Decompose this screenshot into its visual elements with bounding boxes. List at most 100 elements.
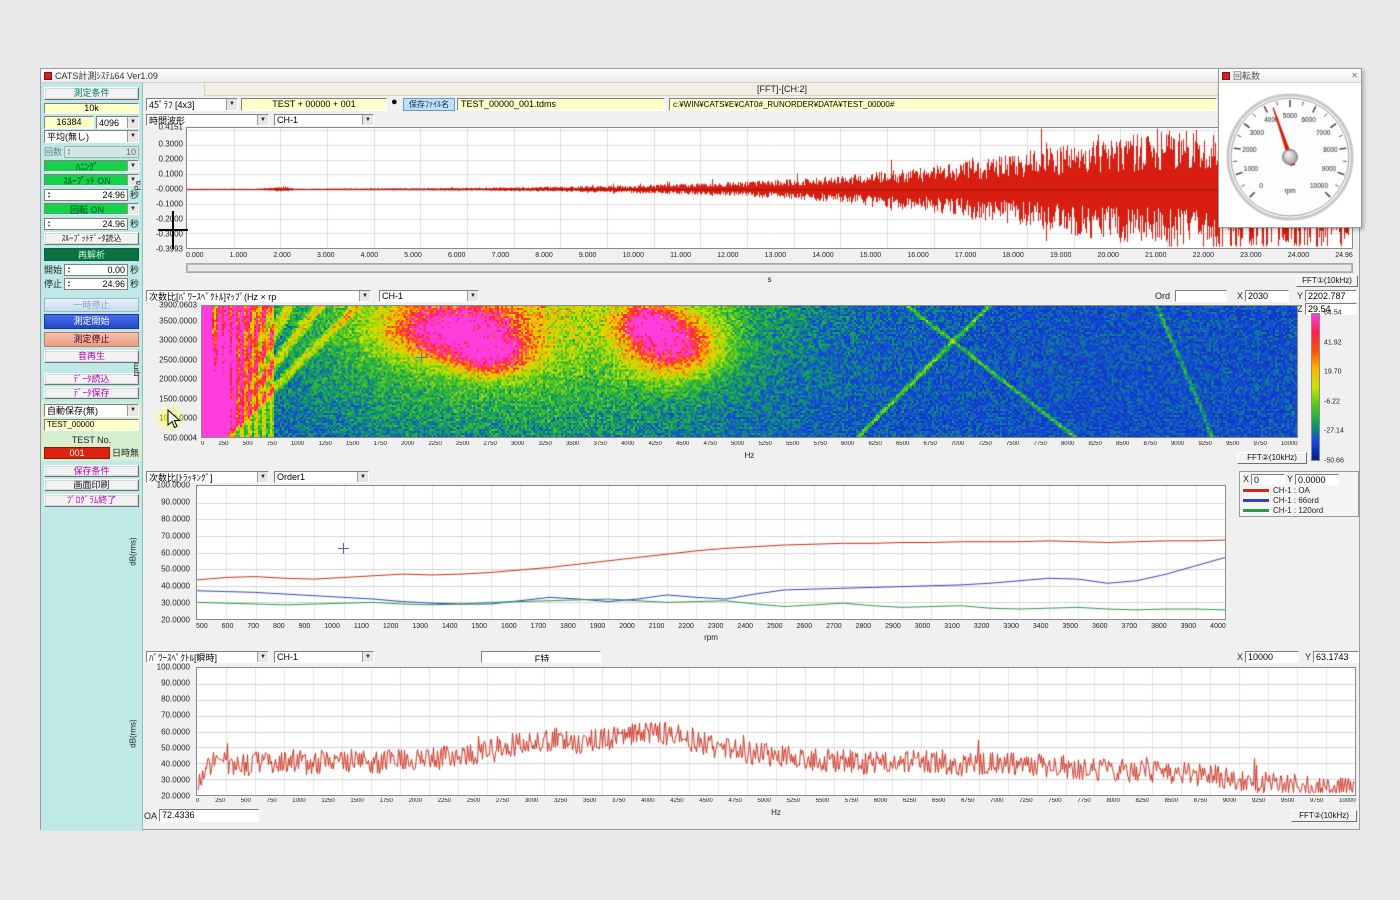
- plot4-channel-dropdown[interactable]: CH-1▼: [274, 651, 374, 663]
- filename-field[interactable]: TEST_00000_001.tdms: [457, 98, 665, 111]
- legend-swatch-66ord: [1243, 499, 1269, 502]
- plot2-area[interactable]: [201, 305, 1298, 438]
- tick-label: 4000: [1210, 623, 1226, 631]
- pause-button[interactable]: 一時停止: [44, 298, 139, 312]
- time-waveform-chart[interactable]: [187, 128, 1352, 248]
- plot4-x-axis: 0250500750100012501500175020002250250027…: [196, 798, 1356, 806]
- time1-spinner[interactable]: 24.96: [44, 189, 128, 201]
- tachometer-icon: [1222, 72, 1230, 80]
- tick-label: 15.000: [860, 252, 881, 260]
- order-tracking-chart[interactable]: [197, 486, 1225, 619]
- spinner-arrows-icon: [65, 280, 73, 288]
- plot2-fft-button[interactable]: FFT②(10kHz): [1237, 452, 1307, 464]
- test-counter-field[interactable]: TEST + 00000 + 001: [241, 98, 387, 111]
- lines-dropdown[interactable]: 4096▼: [96, 116, 139, 129]
- range-field[interactable]: 10k: [44, 103, 139, 114]
- measure-condition-button[interactable]: 測定条件: [44, 87, 139, 100]
- play-sound-button[interactable]: 音再生: [44, 350, 139, 363]
- measure-start-button[interactable]: 測定開始: [44, 314, 139, 329]
- spinner-arrows-icon: [65, 266, 73, 274]
- tick-label: 9750: [1253, 441, 1266, 449]
- data-load-button[interactable]: ﾃﾞｰﾀ読込: [44, 373, 139, 385]
- plot4-fft-button[interactable]: FFT②(10kHz): [1291, 810, 1357, 822]
- plot4-y-field[interactable]: 63.1743: [1313, 651, 1359, 663]
- samples-field[interactable]: 16384: [44, 116, 94, 129]
- order-map-chart[interactable]: [202, 306, 1297, 437]
- plot3-x-axis: 5006007008009001000110012001300140015001…: [196, 623, 1226, 631]
- tick-label: 2250: [428, 441, 441, 449]
- plot3-order-dropdown[interactable]: Order1▼: [274, 471, 369, 483]
- tick-label: 4500: [676, 441, 689, 449]
- tick-label: 250: [215, 798, 225, 806]
- autosave-dropdown[interactable]: 自動保存(無)▼: [44, 404, 139, 417]
- test-no-field[interactable]: 001: [44, 447, 110, 459]
- tick-label: 2100: [649, 623, 665, 631]
- power-spectrum-chart[interactable]: [197, 668, 1355, 795]
- tick-label: 500: [243, 441, 253, 449]
- print-button[interactable]: 画面印刷: [44, 479, 139, 491]
- plot3-area[interactable]: [196, 485, 1226, 620]
- tick-label: 2500: [456, 441, 469, 449]
- tick-label: 17.000: [955, 252, 976, 260]
- plot3-x-field[interactable]: 0: [1251, 474, 1285, 485]
- plot2-channel-dropdown[interactable]: CH-1▼: [379, 290, 479, 302]
- plot4-type-dropdown[interactable]: ﾊﾟﾜｰｽﾍﾟｸﾄﾙ[瞬時]▼: [146, 651, 269, 663]
- tick-label: 1750: [380, 798, 393, 806]
- plot4-area[interactable]: [196, 667, 1356, 796]
- plot4-x-field[interactable]: 10000: [1245, 651, 1299, 663]
- measure-stop-button[interactable]: 測定停止: [44, 332, 139, 347]
- reanalyze-button[interactable]: 再解析: [44, 248, 139, 261]
- tick-label: 3250: [554, 798, 567, 806]
- test-name-field[interactable]: TEST_00000: [44, 419, 139, 431]
- tick-label: 4500: [699, 798, 712, 806]
- mouse-cursor: [167, 409, 181, 429]
- plot3-y-field[interactable]: 0.0000: [1295, 474, 1339, 485]
- throughput-load-button[interactable]: ｽﾙｰﾌﾟｯﾄﾃﾞｰﾀ読込: [44, 232, 139, 245]
- tick-label: 40.0000: [161, 759, 190, 768]
- save-condition-button[interactable]: 保存条件: [44, 465, 139, 477]
- tick-label: 3500: [1062, 623, 1078, 631]
- oa-field[interactable]: 72.4336: [159, 809, 259, 822]
- layout-dropdown[interactable]: 45ﾟﾗﾌ [4x3]▼: [146, 98, 238, 111]
- tick-label: 1500: [472, 623, 488, 631]
- plot2-x-field[interactable]: 2030: [1245, 290, 1289, 302]
- rotation-dropdown[interactable]: 回転 ON▼: [44, 203, 139, 215]
- data-save-button[interactable]: ﾃﾞｰﾀ保存: [44, 387, 139, 399]
- tachometer-titlebar[interactable]: 回転数 ✕: [1219, 69, 1361, 83]
- plot1-scrollbar[interactable]: [186, 263, 1353, 273]
- count-spinner[interactable]: 10: [64, 146, 139, 158]
- average-dropdown[interactable]: 平均(無し)▼: [44, 130, 139, 143]
- tick-label: 1600: [501, 623, 517, 631]
- tick-label: 8250: [1088, 441, 1101, 449]
- plot4-fchar-button[interactable]: F特: [481, 651, 601, 663]
- tick-label: 900: [299, 623, 311, 631]
- tick-label: 8000: [1061, 441, 1074, 449]
- tick-label: 5750: [845, 798, 858, 806]
- plot1-channel-dropdown[interactable]: CH-1▼: [274, 114, 374, 126]
- tick-label: 3700: [1122, 623, 1138, 631]
- tick-label: 1300: [412, 623, 428, 631]
- start-spinner[interactable]: 0.00: [64, 264, 128, 276]
- plot2-y-field[interactable]: 2202.787: [1305, 290, 1357, 302]
- throughput-dropdown[interactable]: ｽﾙｰﾌﾟｯﾄ ON▼: [44, 174, 139, 186]
- stop-value: 24.96: [73, 279, 127, 289]
- time2-spinner[interactable]: 24.96: [44, 218, 128, 230]
- colorbar-tick: -6.22: [1324, 398, 1340, 405]
- tick-label: 800: [273, 623, 285, 631]
- stop-spinner[interactable]: 24.96: [64, 278, 128, 290]
- program-exit-button[interactable]: ﾌﾟﾛｸﾞﾗﾑ終了: [44, 494, 139, 507]
- tick-label: 6.000: [448, 252, 466, 260]
- scrollbar-thumb[interactable]: [187, 264, 1352, 272]
- tick-label: 2000: [401, 441, 414, 449]
- tick-label: 1000: [291, 441, 304, 449]
- plot1-fft-button[interactable]: FFT①(10kHz): [1296, 275, 1358, 287]
- tick-label: 5250: [787, 798, 800, 806]
- tick-label: 5.000: [404, 252, 422, 260]
- close-icon[interactable]: ✕: [1351, 71, 1358, 80]
- plot2-ord-field[interactable]: [1175, 290, 1227, 302]
- save-path-field[interactable]: c:¥WIN¥CATS¥E¥CAT0#_RUNORDER¥DATA¥TEST_0…: [669, 98, 1217, 111]
- plot4-channel-value: CH-1: [275, 652, 362, 662]
- plot1-area[interactable]: [186, 127, 1353, 249]
- window-fn-dropdown[interactable]: ﾊﾆﾝｸﾞ▼: [44, 160, 139, 172]
- tick-label: 2500: [467, 798, 480, 806]
